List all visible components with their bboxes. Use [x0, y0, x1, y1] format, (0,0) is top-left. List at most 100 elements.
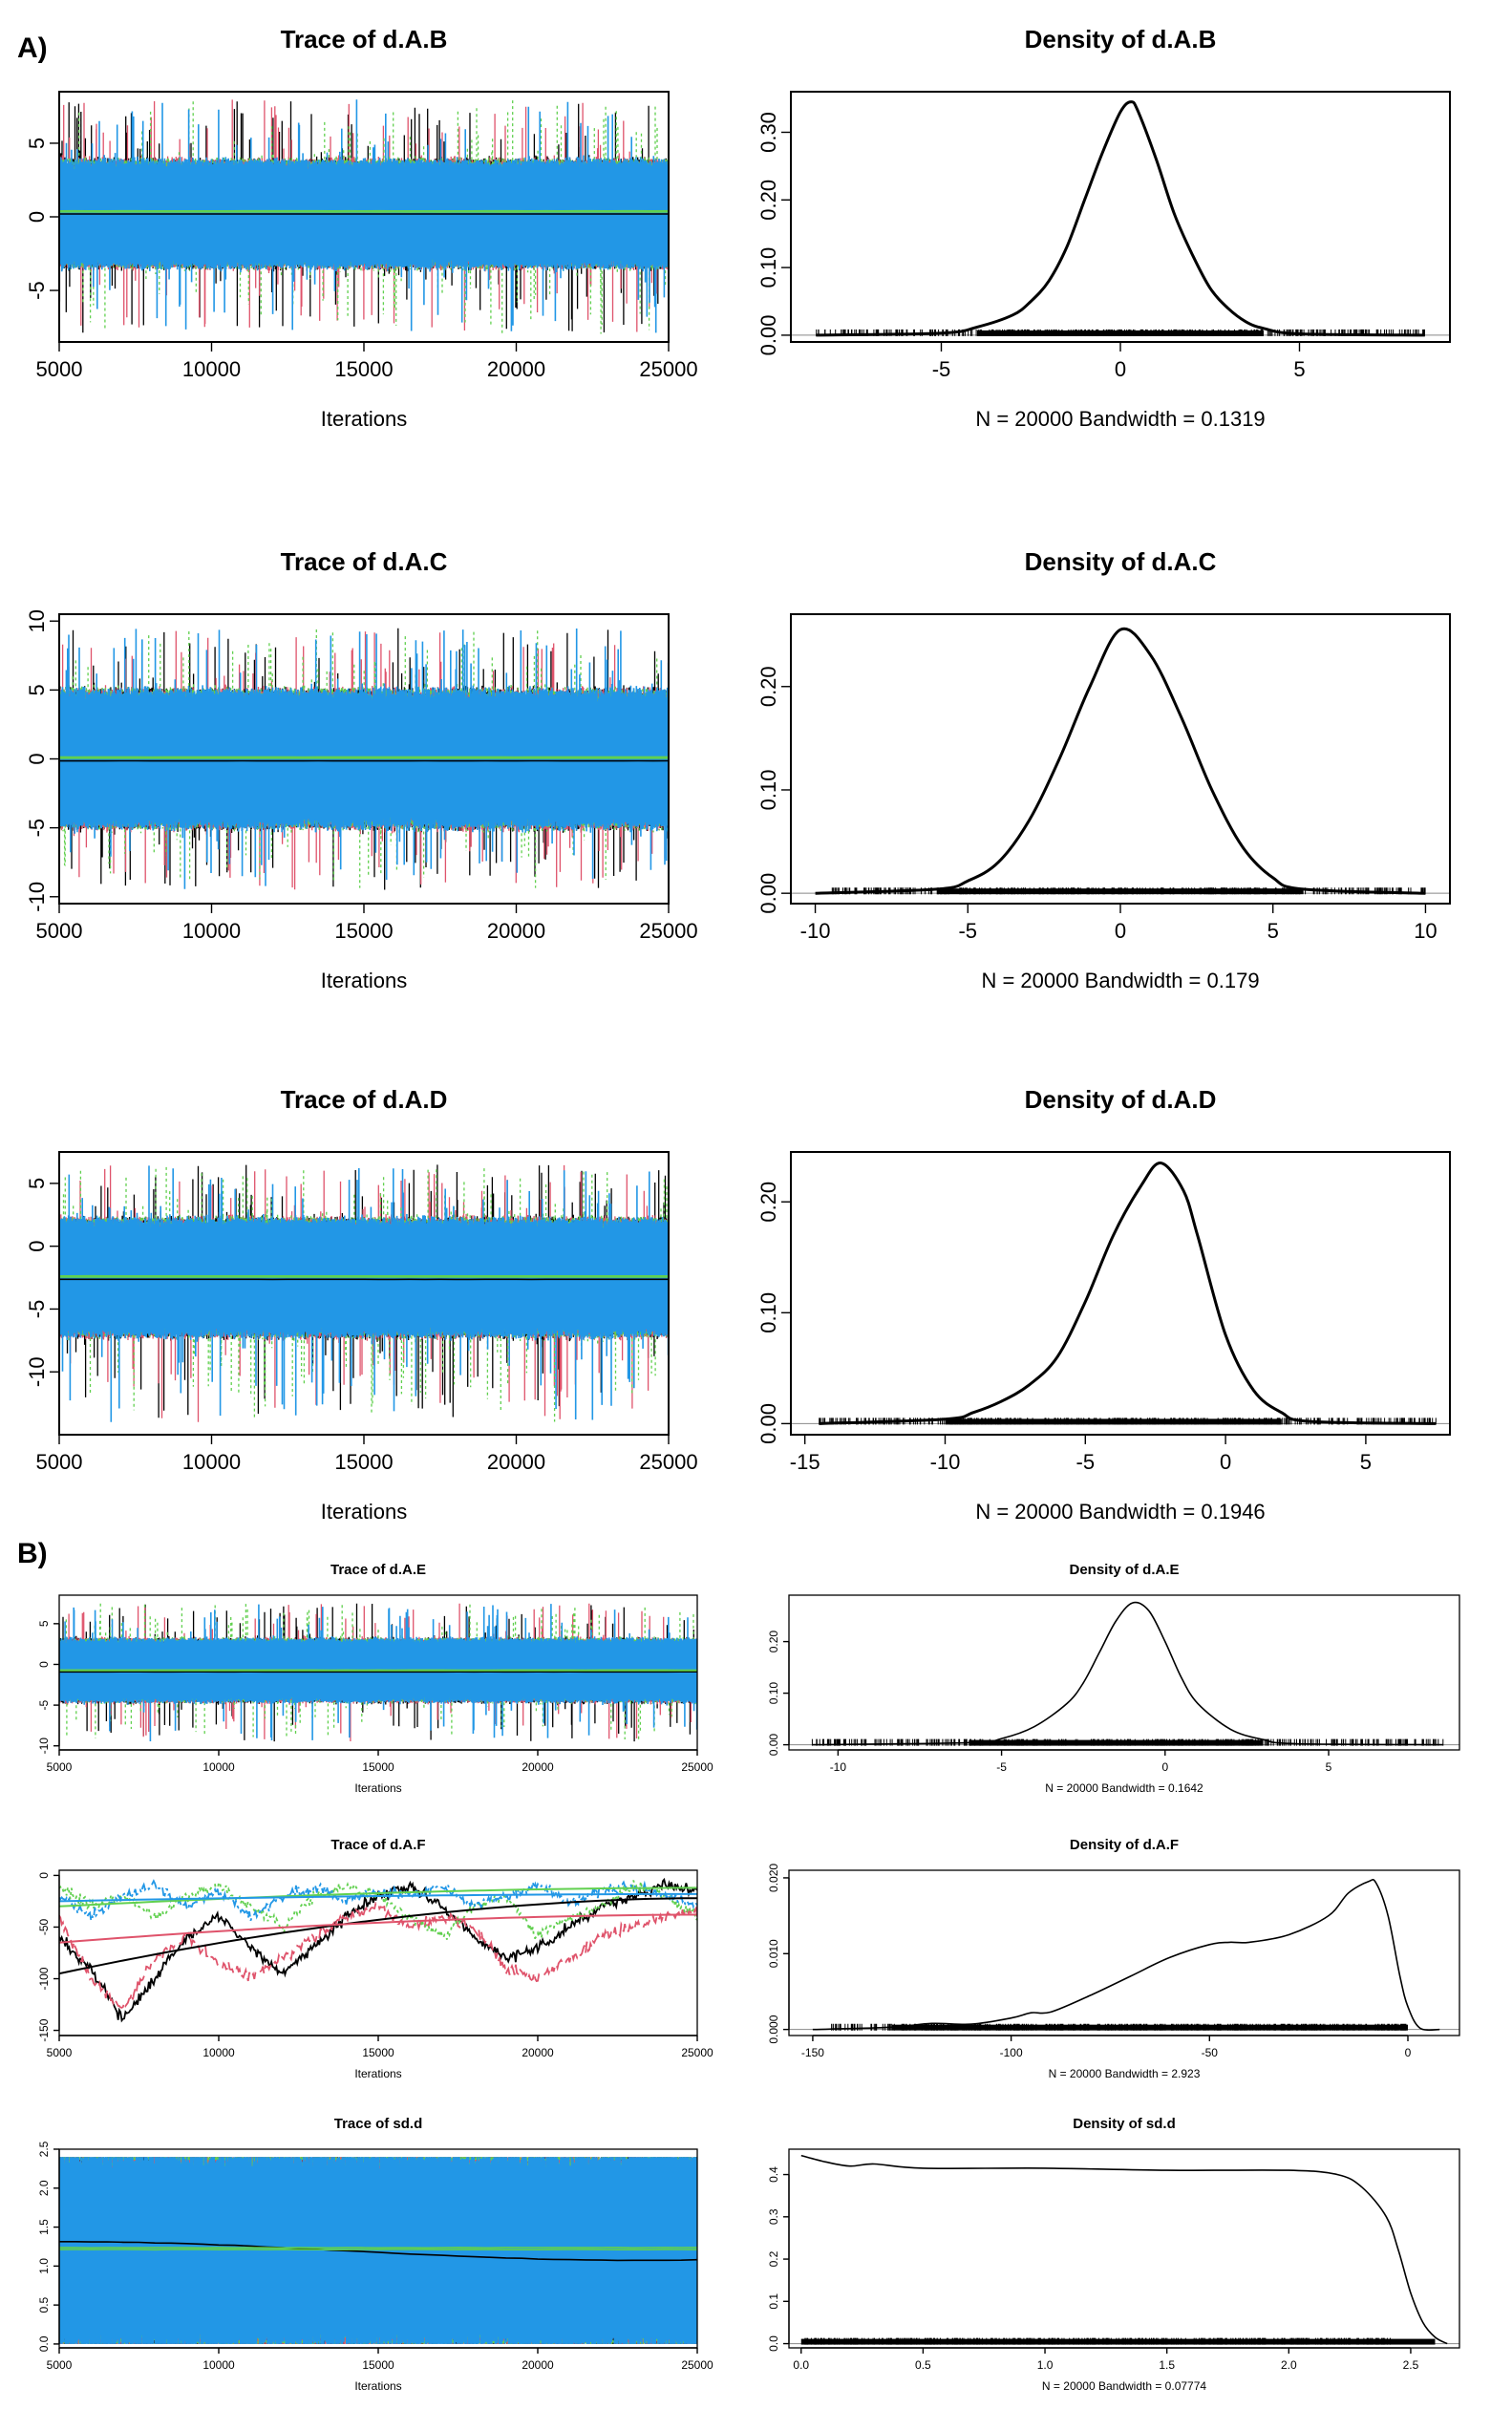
trace-dae-plot-area — [59, 1603, 697, 1742]
trace-daf-ytick-label-1: -100 — [37, 1967, 51, 1990]
density-daf-ytick-label-2: 0.020 — [767, 1864, 780, 1892]
density-dab-plot-area — [791, 100, 1450, 337]
trace-daf-y-axis: -150 -100 -50 0 — [37, 1872, 60, 2042]
trace-sdd-mean-1 — [59, 2241, 697, 2262]
trace-daf-chain-1 — [59, 1877, 697, 2023]
density-dac-ytick-label-0: 0.00 — [756, 873, 780, 914]
trace-dac-y-axis: -10 -5 0 5 10 — [25, 609, 60, 912]
density-dad-title: Density of d.A.D — [1025, 1085, 1217, 1114]
trace-dad-chart: Trace of d.A.D 5000 10000 15000 20000 25000 It… — [25, 1085, 698, 1524]
density-dad-xtick-label-4: 5 — [1360, 1450, 1372, 1474]
trace-dae-xtick-label-2: 15000 — [362, 1760, 394, 1774]
density-sdd-xtick-label-3: 1.5 — [1159, 2358, 1175, 2372]
density-dad-rug-core — [945, 1418, 1282, 1425]
trace-daf-title: Trace of d.A.F — [330, 1837, 425, 1853]
trace-sdd-y-axis: 0.0 0.5 1.0 1.5 2.0 2.5 — [37, 2141, 60, 2352]
trace-dae-x-axis: 5000 10000 15000 20000 25000 — [47, 1749, 713, 1774]
density-sdd-title: Density of sd.d — [1073, 2116, 1176, 2132]
trace-sdd-xtick-label-0: 5000 — [47, 2358, 73, 2372]
density-daf-xtick-label-2: -50 — [1202, 2046, 1219, 2059]
density-dac-rug-core — [937, 888, 1304, 895]
trace-dab-ytick-label-0: -5 — [25, 281, 49, 300]
trace-dac-xtick-label-4: 25000 — [639, 919, 697, 943]
density-sdd-ytick-label-3: 0.3 — [767, 2208, 780, 2225]
trace-dad-ytick-label-2: 0 — [25, 1241, 49, 1252]
density-daf-y-axis: 0.000 0.010 0.020 — [767, 1864, 790, 2044]
trace-dac-title: Trace of d.A.C — [281, 547, 448, 576]
density-dab-density-curve — [816, 100, 1425, 337]
trace-daf-xtick-label-3: 20000 — [522, 2046, 554, 2059]
trace-sdd-xtick-label-3: 20000 — [522, 2358, 554, 2372]
density-sdd-frame — [788, 2148, 1460, 2349]
trace-sdd-xtick-label-4: 25000 — [681, 2358, 713, 2372]
trace-daf-xlabel: Iterations — [354, 2067, 401, 2080]
trace-dab-ytick-label-1: 0 — [25, 211, 49, 223]
density-dac-density-curve — [815, 627, 1426, 895]
density-dac-xtick-label-1: -5 — [958, 919, 977, 943]
density-sdd-plot-area — [789, 2154, 1459, 2345]
trace-daf-chart: Trace of d.A.F 5000 10000 15000 20000 25000 It… — [37, 1837, 713, 2080]
trace-dad-xtick-label-3: 20000 — [487, 1450, 545, 1474]
trace-dad-xtick-label-1: 10000 — [182, 1450, 241, 1474]
density-dae-rug-core — [969, 1739, 1264, 1746]
trace-sdd-plot-area — [59, 2157, 697, 2344]
trace-dab-y-axis: -5 0 5 — [25, 138, 60, 300]
trace-dab-xlabel: Iterations — [321, 407, 408, 431]
density-dae-frame — [788, 1594, 1460, 1751]
density-daf-x-axis: -150 -100 -50 0 — [801, 2035, 1412, 2059]
density-dae-ytick-label-1: 0.10 — [767, 1682, 780, 1705]
trace-dab-xtick-label-4: 25000 — [639, 357, 697, 381]
trace-sdd-ytick-label-5: 2.5 — [37, 2141, 51, 2157]
density-sdd-chart: Density of sd.d 0.0 0.5 1.0 1.5 2.0 2.5 N = 200… — [767, 2116, 1460, 2393]
density-dad-plot-area — [791, 1162, 1450, 1425]
trace-daf-smooth-4 — [59, 1892, 697, 1903]
trace-dac-plot-area — [59, 628, 669, 890]
trace-dae-xtick-label-0: 5000 — [47, 1760, 73, 1774]
density-dab-ytick-label-2: 0.20 — [756, 180, 780, 221]
density-sdd-ytick-label-2: 0.2 — [767, 2250, 780, 2267]
trace-dae-title: Trace of d.A.E — [330, 1562, 426, 1578]
density-dae-xtick-label-3: 5 — [1326, 1760, 1332, 1774]
trace-dab-chart: Trace of d.A.B 5000 10000 15000 20000 25000 It… — [25, 25, 698, 431]
density-daf-rug-core — [892, 2024, 1408, 2031]
density-daf-xtick-label-0: -150 — [801, 2046, 824, 2059]
density-daf-ytick-label-1: 0.010 — [767, 1939, 780, 1968]
trace-sdd-x-axis: 5000 10000 15000 20000 25000 — [47, 2347, 713, 2372]
density-daf-xtick-label-1: -100 — [1000, 2046, 1023, 2059]
density-dae-plot-area — [789, 1601, 1459, 1746]
density-dab-xlabel: N = 20000 Bandwidth = 0.1319 — [975, 407, 1265, 431]
panel-label-a: A) — [17, 32, 48, 64]
trace-dac-ytick-label-2: 0 — [25, 753, 49, 764]
trace-dae-xlabel: Iterations — [354, 1781, 401, 1795]
trace-dad-x-axis: 5000 10000 15000 20000 25000 — [36, 1434, 698, 1474]
density-dac-xtick-label-4: 10 — [1414, 919, 1437, 943]
density-dae-xlabel: N = 20000 Bandwidth = 0.1642 — [1045, 1781, 1203, 1795]
trace-sdd-title: Trace of sd.d — [334, 2116, 423, 2132]
trace-dad-xtick-label-4: 25000 — [639, 1450, 697, 1474]
density-sdd-xtick-label-4: 2.0 — [1281, 2358, 1297, 2372]
density-daf-title: Density of d.A.F — [1070, 1837, 1179, 1853]
density-dab-xtick-label-0: -5 — [932, 357, 951, 381]
trace-daf-xtick-label-2: 15000 — [362, 2046, 394, 2059]
trace-dae-ytick-label-0: -10 — [37, 1737, 51, 1755]
density-sdd-xlabel: N = 20000 Bandwidth = 0.07774 — [1042, 2379, 1206, 2393]
density-daf-chart: Density of d.A.F -150 -100 -50 0 N = 20000 Ba… — [767, 1837, 1460, 2080]
trace-dae-ytick-label-1: -5 — [37, 1699, 51, 1710]
trace-dad-ytick-label-1: -5 — [25, 1300, 49, 1319]
trace-daf-smooth-2 — [59, 1913, 697, 1944]
trace-daf-smooth-1 — [59, 1897, 697, 1975]
density-sdd-y-axis: 0.0 0.1 0.2 0.3 0.4 — [767, 2166, 790, 2352]
density-dac-frame — [790, 613, 1451, 905]
density-dae-xtick-label-1: -5 — [996, 1760, 1007, 1774]
density-dad-xtick-label-2: -5 — [1076, 1450, 1096, 1474]
density-sdd-xtick-label-0: 0.0 — [793, 2358, 809, 2372]
density-dae-x-axis: -10 -5 0 5 — [830, 1749, 1332, 1774]
trace-daf-ytick-label-3: 0 — [37, 1872, 51, 1879]
trace-dac-chart: Trace of d.A.C 5000 10000 15000 20000 25000 It… — [25, 547, 698, 992]
trace-sdd-xtick-label-1: 10000 — [202, 2358, 235, 2372]
density-dad-xlabel: N = 20000 Bandwidth = 0.1946 — [975, 1500, 1265, 1524]
density-sdd-x-axis: 0.0 0.5 1.0 1.5 2.0 2.5 — [793, 2347, 1419, 2372]
trace-sdd-ytick-label-3: 1.5 — [37, 2219, 51, 2235]
panel-label-b: B) — [17, 1538, 48, 1569]
